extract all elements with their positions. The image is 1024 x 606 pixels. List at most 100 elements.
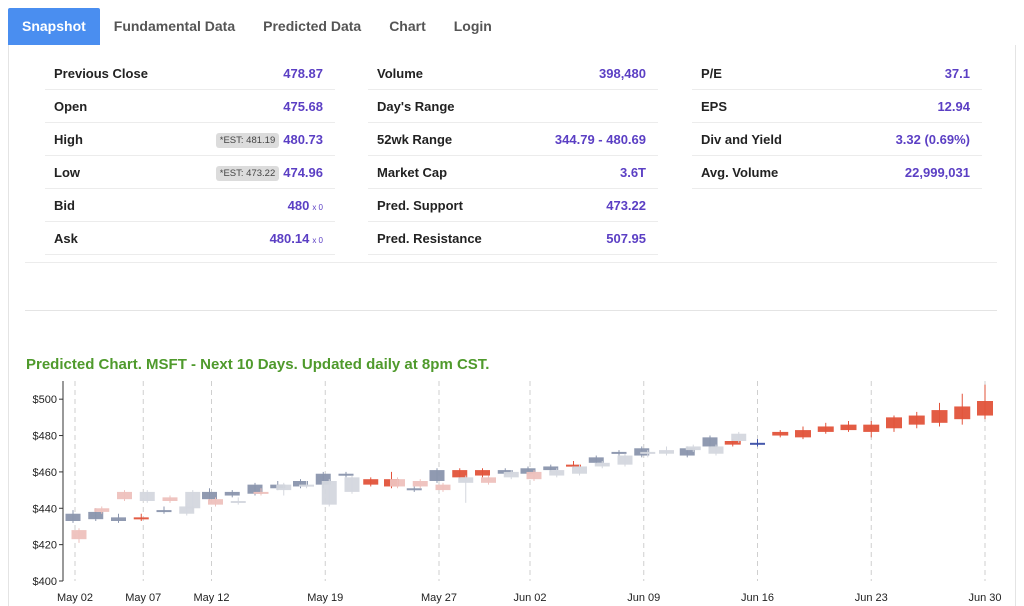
stat-label: P/E [701,66,722,81]
candle-body [679,448,695,456]
tab-predicted-data[interactable]: Predicted Data [263,18,362,34]
candle-body [162,497,178,501]
candle-body [588,457,604,463]
stat-days-range: Day's Range [368,90,658,123]
candle-body [481,477,496,483]
candle-body [71,530,87,540]
stats-column-2: Volume 398,480 Day's Range 52wk Range 34… [368,57,658,255]
candle-body [363,479,379,485]
candle-body [640,451,656,454]
stat-value: 507.95 [606,231,646,246]
est-badge: *EST: 481.19 [215,133,280,148]
stat-ask: Ask 480.14 x 0 [45,222,335,255]
tab-login[interactable]: Login [453,18,492,34]
candle-body [863,424,880,432]
stat-value: 474.96 [283,165,323,180]
stat-value-wrap: 480 x 0 [288,198,323,213]
x-tick-label: May 19 [307,592,343,604]
candle-body [94,508,110,512]
stat-value-wrap: *EST: 473.22 474.96 [215,165,323,181]
y-tick-label: $400 [33,576,57,588]
stat-label: Bid [54,198,75,213]
candle-body [321,481,337,505]
candle-body [611,451,627,454]
x-tick-label: May 12 [193,592,229,604]
stat-value: 12.94 [937,99,970,114]
stat-label: Ask [54,231,78,246]
candle-body [429,470,445,481]
candle-body [185,491,201,509]
stats-divider [25,262,997,263]
candle-body [549,470,565,476]
stat-size: x 0 [312,236,323,245]
tab-fundamental-data[interactable]: Fundamental Data [113,18,236,34]
stat-value: 480 [287,198,310,213]
stats-column-3: P/E 37.1 EPS 12.94 Div and Yield 3.32 (0… [692,57,982,189]
tab-snapshot[interactable]: Snapshot [8,8,100,45]
candle-body [202,491,217,500]
chart-candles [65,384,993,543]
candle-body [886,417,902,429]
stat-label: Day's Range [377,99,455,114]
candle-body [452,470,468,478]
candle-body [458,477,474,483]
stat-value: 3.6T [619,165,646,180]
x-tick-label: Jun 23 [855,592,888,604]
candle-body [344,477,360,492]
stat-label: EPS [701,99,728,114]
stat-avg-volume: Avg. Volume 22,999,031 [692,156,982,189]
candle-body [117,491,132,500]
stat-label: Volume [377,66,423,81]
candle-body [526,471,542,480]
stat-value-wrap: *EST: 481.19 480.73 [215,132,323,148]
candle-body [133,517,149,520]
candle-body [65,513,81,521]
est-badge: *EST: 473.22 [215,166,280,181]
stat-value: 398,480 [599,66,646,81]
stat-previous-close: Previous Close 478.87 [45,57,335,90]
candle-body [390,479,405,487]
candle-body [908,415,925,425]
candle-body [475,470,490,476]
y-tick-label: $420 [33,540,57,552]
x-tick-label: Jun 02 [513,592,546,604]
stat-label: Previous Close [54,66,148,81]
candle-body [520,468,536,474]
x-tick-label: Jun 30 [968,592,1001,604]
stat-label: High [54,132,83,147]
candle-body [931,410,948,423]
candle-body [795,430,811,438]
candle-body [617,455,633,465]
candle-body [702,437,718,447]
stat-value: 478.87 [283,66,323,81]
stat-label: Avg. Volume [701,165,779,180]
candle-body [156,510,172,513]
stat-value: 344.79 - 480.69 [554,132,646,147]
stat-low: Low *EST: 473.22 474.96 [45,156,335,189]
x-tick-label: May 07 [125,592,161,604]
section-divider [25,310,997,311]
stat-value: 3.32 (0.69%) [895,132,970,147]
stat-value: 22,999,031 [904,165,970,180]
candle-body [293,481,308,487]
y-tick-label: $480 [33,431,57,443]
candle-body [708,446,724,454]
candle-body [88,511,104,520]
candle-body [276,484,292,491]
candle-body [412,481,428,487]
stat-open: Open 475.68 [45,90,335,123]
candle-body [772,431,789,436]
candle-body [817,426,834,432]
stat-label: Low [54,165,80,180]
y-tick-label: $500 [33,394,57,406]
tab-chart[interactable]: Chart [389,18,426,34]
stat-eps: EPS 12.94 [692,90,982,123]
stat-high: High *EST: 481.19 480.73 [45,123,335,156]
candle-body [572,466,587,474]
stat-label: Div and Yield [701,132,782,147]
stat-pred-resistance: Pred. Resistance 507.95 [368,222,658,255]
stat-label: Market Cap [377,165,448,180]
candle-body [179,506,195,514]
candle-body [503,471,519,478]
stat-label: Pred. Support [377,198,463,213]
